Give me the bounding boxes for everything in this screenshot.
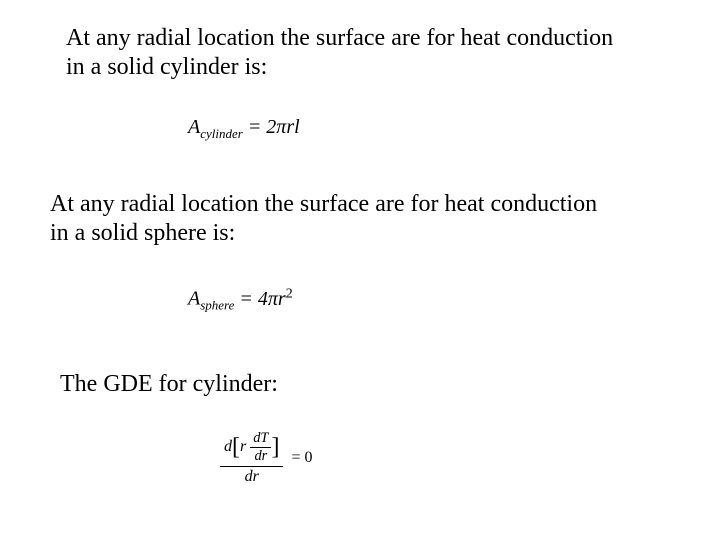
equation-sphere-area: Asphere = 4πr2: [188, 286, 293, 314]
eq3-rhs: = 0: [291, 449, 312, 466]
slide: At any radial location the surface are f…: [0, 0, 720, 540]
eq2-rhs: = 4πr2: [239, 288, 292, 310]
eq1-lhs-base: A: [188, 116, 200, 138]
eq3-inner-fraction: dT dr: [250, 430, 271, 465]
eq2-lhs-sub: sphere: [200, 298, 234, 313]
eq2-lhs-base: A: [188, 288, 200, 310]
paragraph-gde: The GDE for cylinder:: [60, 370, 560, 399]
para3-text: The GDE for cylinder:: [60, 371, 278, 397]
eq1-rhs: = 2πrl: [248, 116, 300, 138]
eq3-denominator: dr: [220, 467, 283, 486]
para1-line2: in a solid cylinder is:: [66, 54, 267, 80]
paragraph-cylinder-area: At any radial location the surface are f…: [66, 24, 666, 82]
para2-line1: At any radial location the surface are f…: [50, 191, 597, 217]
equation-cylinder-area: Acylinder = 2πrl: [188, 116, 300, 142]
equation-gde-cylinder: d[r dT dr ] dr = 0: [220, 430, 312, 486]
para2-line2: in a solid sphere is:: [50, 220, 235, 246]
eq3-fraction: d[r dT dr ] dr: [220, 430, 283, 486]
para1-line1: At any radial location the surface are f…: [66, 25, 613, 51]
paragraph-sphere-area: At any radial location the surface are f…: [50, 190, 666, 248]
eq1-lhs-sub: cylinder: [200, 126, 243, 141]
eq3-numerator: d[r dT dr ]: [220, 430, 283, 467]
